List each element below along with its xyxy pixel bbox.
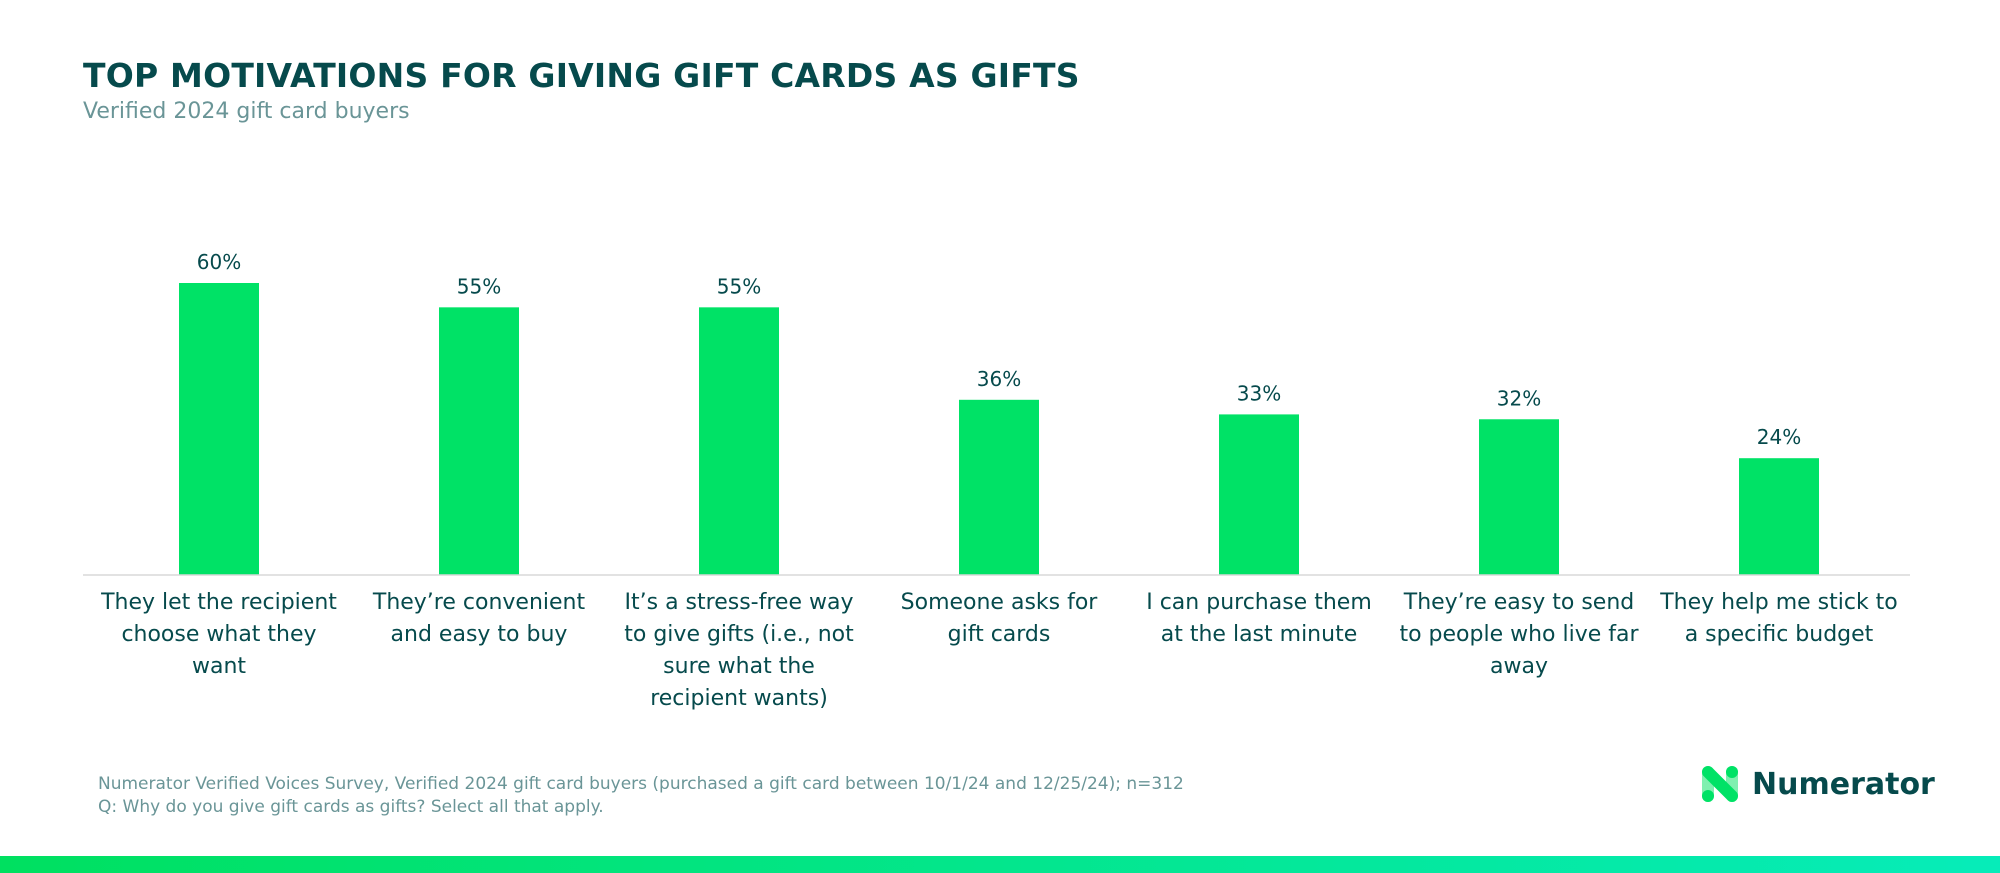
category-label: They’re easy to send [1403, 590, 1635, 615]
data-label: 36% [977, 367, 1021, 391]
bar [699, 307, 779, 575]
data-label: 55% [717, 274, 761, 298]
question-note: Q: Why do you give gift cards as gifts? … [98, 797, 604, 817]
category-label: to give gifts (i.e., not [624, 622, 854, 647]
category-label: and easy to buy [391, 622, 568, 647]
category-label: choose what they [121, 622, 316, 647]
chart-title: TOP MOTIVATIONS FOR GIVING GIFT CARDS AS… [83, 56, 1080, 95]
bar [439, 307, 519, 575]
category-label: sure what the [663, 654, 815, 679]
chart-subtitle: Verified 2024 gift card buyers [83, 99, 410, 124]
category-label: They’re convenient [372, 590, 586, 615]
numerator-n-icon [1702, 766, 1738, 802]
data-label: 24% [1757, 425, 1801, 449]
category-label: They let the recipient [100, 590, 337, 615]
numerator-logo: Numerator [1700, 764, 1935, 804]
logo-text: Numerator [1752, 766, 1935, 802]
category-label: I can purchase them [1146, 590, 1372, 615]
data-label: 32% [1497, 386, 1541, 410]
category-label: want [192, 654, 246, 679]
category-label: a specific budget [1685, 622, 1874, 647]
bar-chart: 60% They let the recipient choose what the… [83, 250, 1910, 711]
data-label: 33% [1237, 381, 1281, 405]
bar [959, 399, 1039, 575]
bottom-gradient-bar [0, 856, 2000, 873]
bar [1219, 414, 1299, 575]
category-label: They help me stick to [1659, 590, 1898, 615]
data-label: 60% [197, 250, 241, 274]
data-label: 55% [457, 274, 501, 298]
category-label: Someone asks for [901, 590, 1099, 615]
category-label: at the last minute [1161, 622, 1357, 647]
category-label: away [1490, 654, 1548, 679]
category-label: gift cards [948, 622, 1051, 647]
bar [179, 283, 259, 575]
bar [1479, 419, 1559, 575]
bar [1739, 458, 1819, 575]
source-note: Numerator Verified Voices Survey, Verifi… [98, 774, 1184, 794]
category-label: recipient wants) [650, 686, 828, 711]
category-label: It’s a stress-free way [625, 590, 854, 615]
category-label: to people who live far [1399, 622, 1639, 647]
